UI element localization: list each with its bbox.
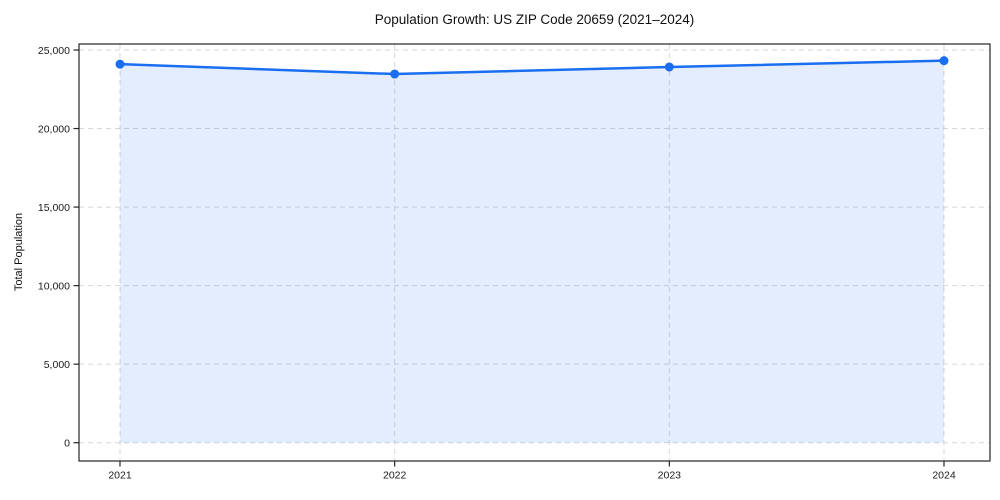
axis-border [78,43,991,462]
x-tick-label: 2021 [108,470,132,482]
y-tick-label: 5,000 [44,359,70,371]
y-tick-label: 25,000 [38,45,70,57]
data-point-2024 [939,56,949,66]
area-fill [120,60,944,443]
gridlines [79,44,990,461]
data-point-2022 [390,69,400,79]
y-tick-label: 0 [64,438,70,450]
data-line [118,59,946,76]
y-tick-label: 15,000 [38,202,70,214]
y-tick-label: 10,000 [38,280,70,292]
y-tick-label: 20,000 [38,123,70,135]
data-point-2023 [664,62,674,72]
x-tick-label: 2023 [658,470,682,482]
x-tick-label: 2024 [932,470,956,482]
data-point-2021 [115,59,125,69]
chart-title: Population Growth: US ZIP Code 20659 (20… [374,12,695,27]
x-tick-label: 2022 [383,470,407,482]
